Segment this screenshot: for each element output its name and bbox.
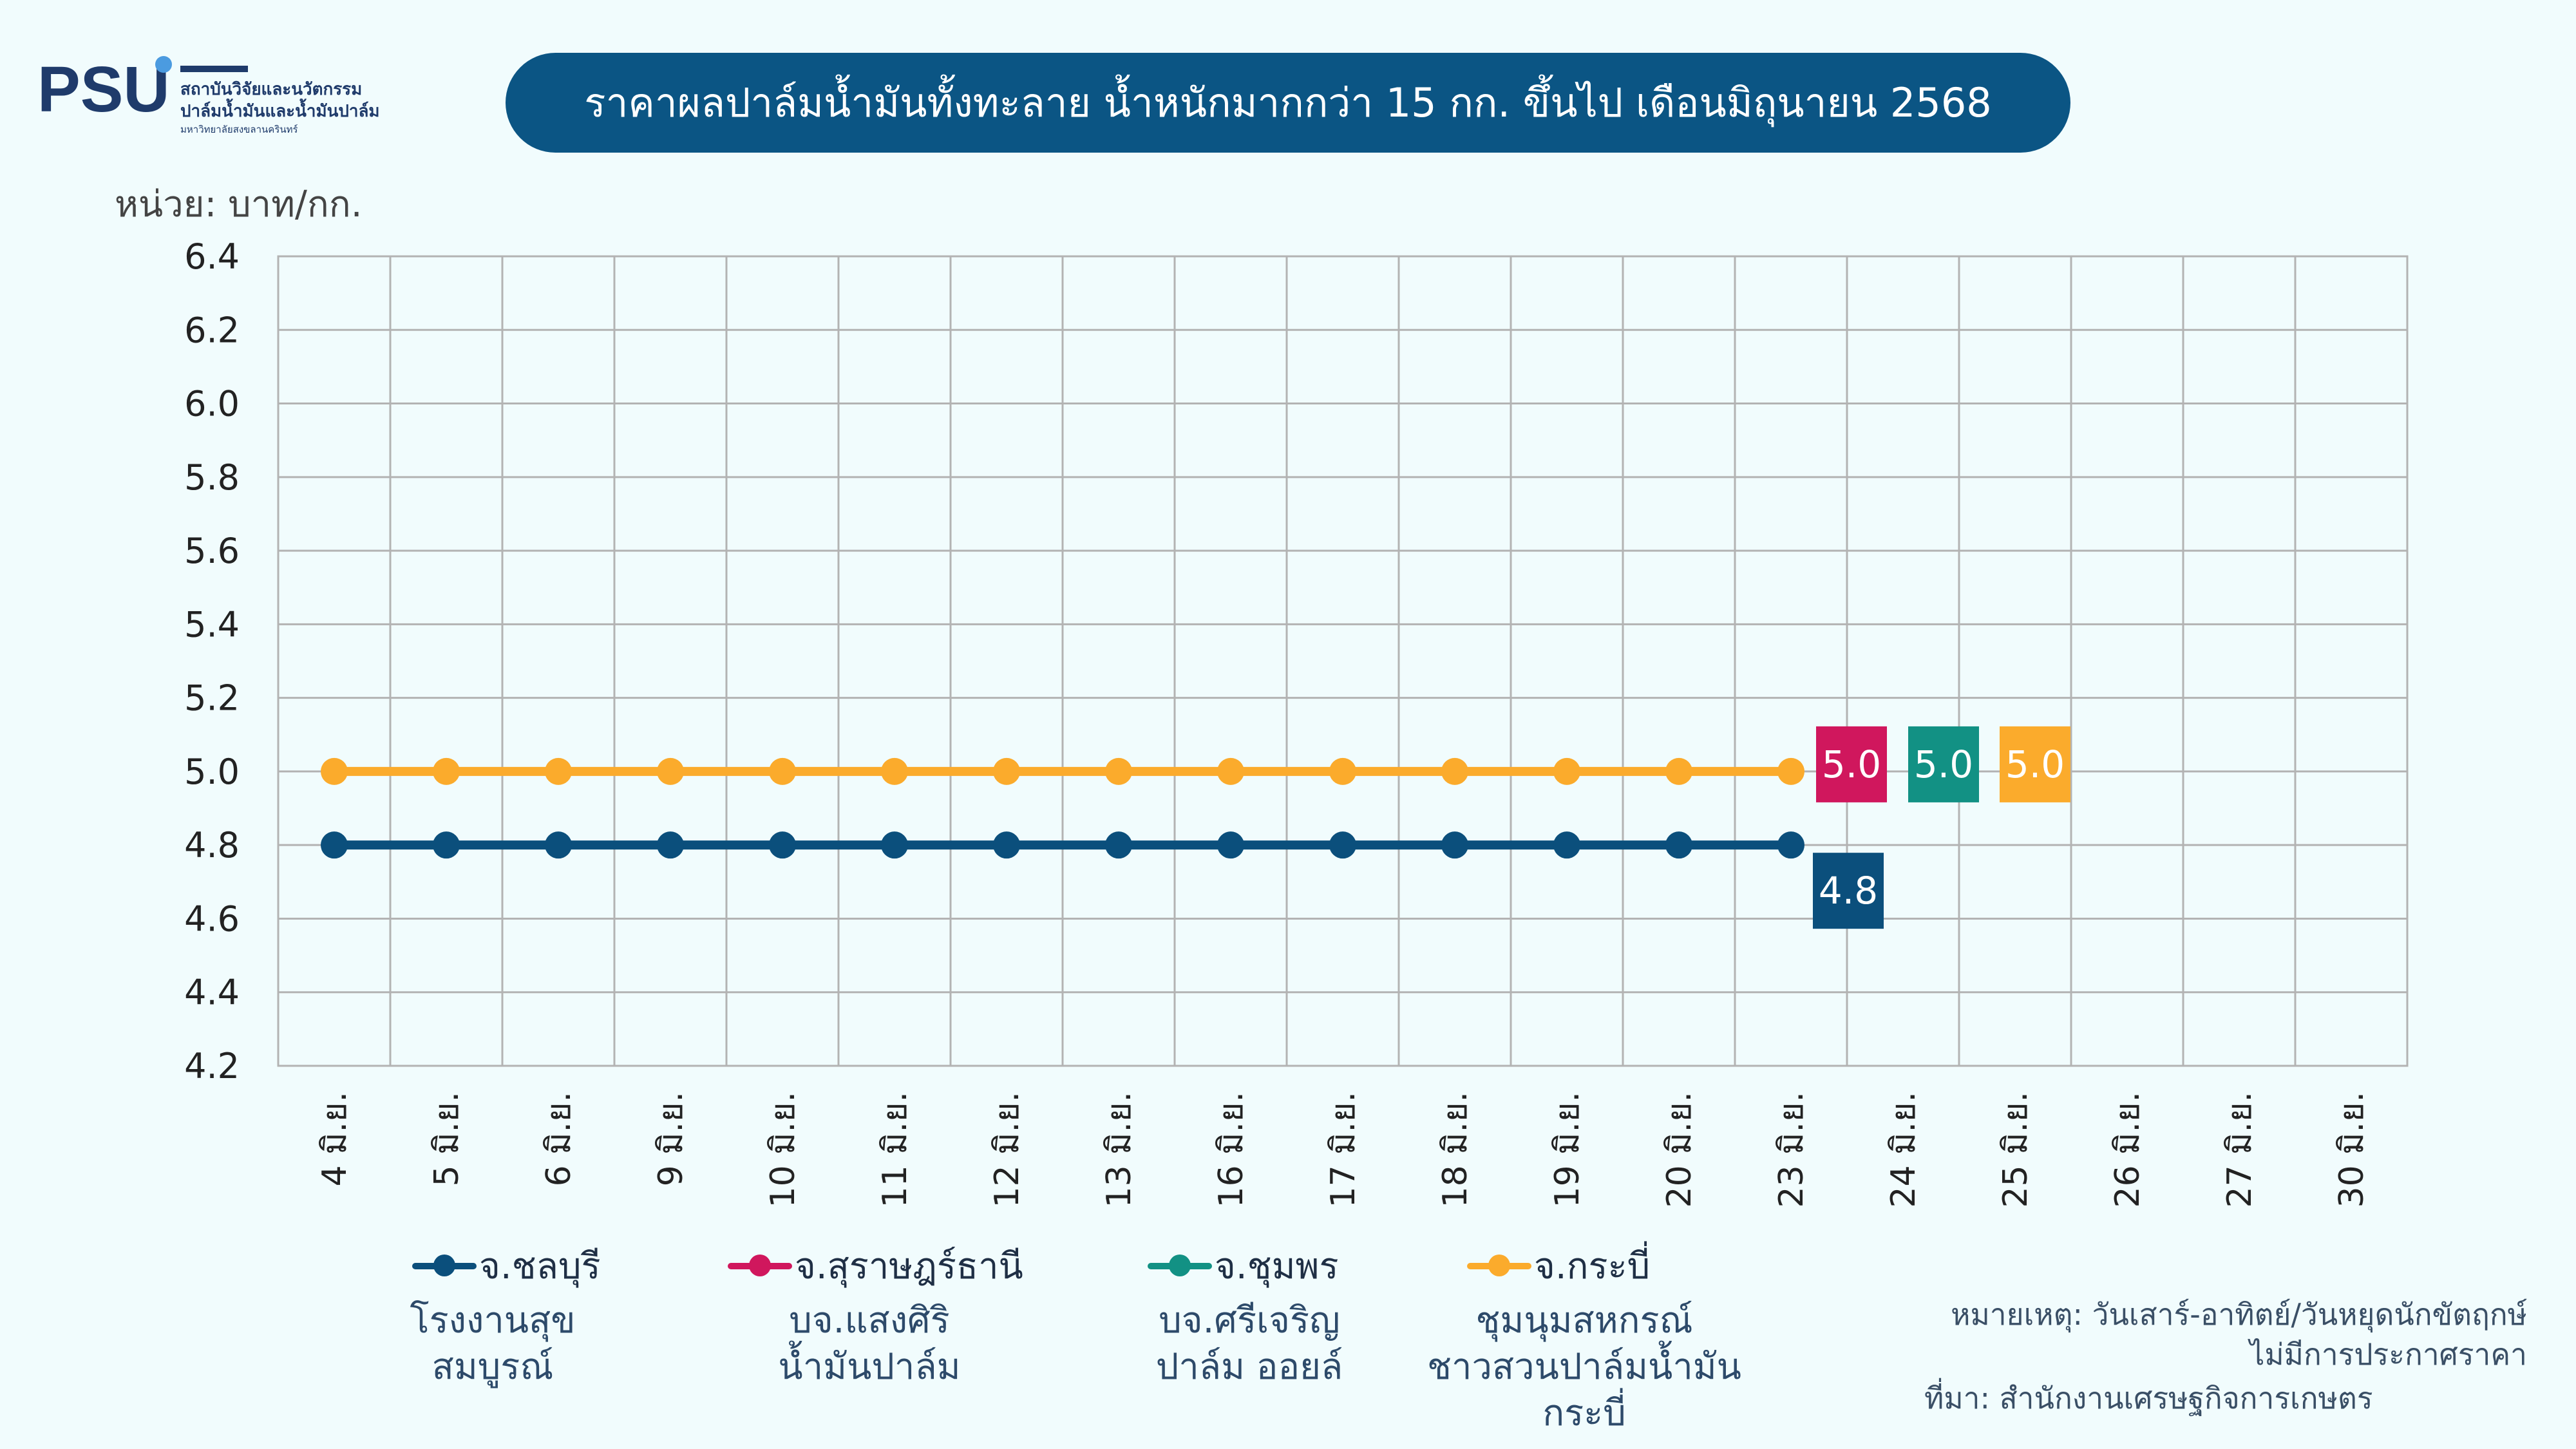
- legend-sub-surat-thani: บจ.แสงศิริ น้ำมันปาล์ม: [778, 1300, 961, 1388]
- legend-label-krabi: จ.กระบี่: [1534, 1245, 1651, 1287]
- plot-area: [277, 255, 2409, 1067]
- psu-logo: PSU สถาบันวิจัยและนวัตกรรม ปาล์มน้ำมันแล…: [37, 50, 424, 135]
- data-point-0: [1217, 831, 1244, 859]
- chart-title: ราคาผลปาล์มน้ำมันทั้งทะลาย น้ำหนักมากกว่…: [506, 53, 2070, 153]
- data-point-3: [321, 757, 348, 785]
- x-tick-label: 20 มิ.ย.: [1660, 1092, 1699, 1208]
- x-tick-label: 13 มิ.ย.: [1100, 1092, 1139, 1208]
- y-tick-label: 4.8: [184, 825, 240, 866]
- x-tick-label: 30 มิ.ย.: [2333, 1092, 2371, 1208]
- x-tick-label: 16 มิ.ย.: [1212, 1092, 1251, 1208]
- data-point-0: [321, 831, 348, 859]
- y-tick-label: 5.6: [184, 531, 240, 571]
- data-point-0: [769, 831, 796, 859]
- data-label: 5.0: [1822, 743, 1881, 786]
- x-tick-label: 12 มิ.ย.: [988, 1092, 1027, 1208]
- data-point-0: [881, 831, 908, 859]
- legend-swatch-surat-thani: [728, 1253, 792, 1278]
- data-point-3: [657, 757, 684, 785]
- x-tick-label: 10 มิ.ย.: [764, 1092, 802, 1208]
- x-tick-label: 25 มิ.ย.: [1996, 1092, 2035, 1208]
- x-tick-label: 4 มิ.ย.: [316, 1092, 354, 1186]
- y-tick-label: 5.8: [184, 457, 240, 498]
- legend-label-chumphon: จ.ชุมพร: [1215, 1245, 1339, 1287]
- unit-label: หน่วย: บาท/กก.: [115, 184, 363, 225]
- x-tick-label: 6 มิ.ย.: [540, 1092, 578, 1186]
- y-tick-label: 4.4: [184, 972, 240, 1013]
- x-tick-label: 11 มิ.ย.: [876, 1092, 914, 1208]
- legend-swatch-krabi: [1467, 1253, 1531, 1278]
- data-label: 5.0: [2005, 743, 2065, 786]
- data-point-3: [1105, 757, 1132, 785]
- data-label: 4.8: [1819, 869, 1878, 913]
- x-tick-label: 23 มิ.ย.: [1772, 1092, 1811, 1208]
- data-label-box: [1908, 726, 1979, 802]
- data-point-3: [1553, 757, 1580, 785]
- logo-line3: มหาวิทยาลัยสงขลานครินทร์: [180, 124, 298, 135]
- legend-label-chonburi: จ.ชลบุรี: [479, 1245, 601, 1287]
- legend-item-krabi: จ.กระบี่: [1467, 1240, 1650, 1291]
- x-tick-label: 18 มิ.ย.: [1436, 1092, 1475, 1208]
- legend-sub-krabi: ชุมนุมสหกรณ์ ชาวสวนปาล์มน้ำมัน กระบี่: [1427, 1300, 1741, 1434]
- x-tick-label: 9 มิ.ย.: [652, 1092, 690, 1186]
- legend-label-surat-thani: จ.สุราษฎร์ธานี: [795, 1245, 1023, 1287]
- legend-item-surat-thani: จ.สุราษฎร์ธานี: [728, 1240, 1023, 1291]
- legend-sub-chumphon: บจ.ศรีเจริญ ปาล์ม ออยล์: [1155, 1300, 1343, 1388]
- psu-logo-icon: PSU: [37, 53, 172, 126]
- logo-bar: [180, 66, 248, 72]
- data-point-3: [545, 757, 572, 785]
- data-point-0: [993, 831, 1020, 859]
- y-tick-label: 6.4: [184, 236, 240, 277]
- legend-swatch-chonburi: [412, 1253, 477, 1278]
- data-point-3: [433, 757, 460, 785]
- data-point-0: [433, 831, 460, 859]
- legend-sub-chonburi: โรงงานสุข สมบูรณ์: [410, 1300, 576, 1388]
- x-tick-label: 27 มิ.ย.: [2221, 1092, 2259, 1208]
- y-tick-label: 5.2: [184, 678, 240, 719]
- logo-line1: สถาบันวิจัยและนวัตกรรม: [180, 80, 363, 99]
- legend-item-chumphon: จ.ชุมพร: [1148, 1240, 1339, 1291]
- data-point-0: [1329, 831, 1356, 859]
- data-point-0: [1441, 831, 1468, 859]
- data-point-0: [1665, 831, 1692, 859]
- x-tick-label: 24 มิ.ย.: [1884, 1092, 1923, 1208]
- x-tick-label: 19 มิ.ย.: [1548, 1092, 1587, 1208]
- footnote-line1: หมายเหตุ: วันเสาร์-อาทิตย์/วันหยุดนักขัต…: [1951, 1297, 2527, 1332]
- data-label-box: [1816, 726, 1887, 802]
- data-point-0: [1553, 831, 1580, 859]
- data-point-3: [769, 757, 796, 785]
- data-label: 5.0: [1914, 743, 1973, 786]
- data-point-0: [1777, 831, 1804, 859]
- data-label-box: [2000, 726, 2070, 802]
- data-point-3: [993, 757, 1020, 785]
- logo-dot-icon: [155, 56, 172, 73]
- y-tick-label: 6.2: [184, 310, 240, 350]
- footnote: หมายเหตุ: วันเสาร์-อาทิตย์/วันหยุดนักขัต…: [1951, 1294, 2527, 1374]
- legend-item-chonburi: จ.ชลบุรี: [412, 1240, 601, 1291]
- y-tick-label: 5.0: [184, 752, 240, 792]
- footnote-line2: ไม่มีการประกาศราคา: [2249, 1337, 2527, 1372]
- data-point-3: [1441, 757, 1468, 785]
- x-tick-label: 5 มิ.ย.: [428, 1092, 466, 1186]
- y-tick-label: 4.6: [184, 898, 240, 939]
- data-point-3: [1329, 757, 1356, 785]
- y-tick-label: 6.0: [184, 384, 240, 424]
- x-tick-label: 17 มิ.ย.: [1324, 1092, 1363, 1208]
- logo-mark-text: PSU: [37, 53, 170, 126]
- data-point-3: [1217, 757, 1244, 785]
- legend-swatch-chumphon: [1148, 1253, 1212, 1278]
- data-point-0: [545, 831, 572, 859]
- data-point-3: [1665, 757, 1692, 785]
- y-tick-label: 4.2: [184, 1046, 240, 1086]
- data-label-box: [1813, 853, 1884, 929]
- x-tick-label: 26 มิ.ย.: [2108, 1092, 2147, 1208]
- data-point-3: [881, 757, 908, 785]
- source-note: ที่มา: สำนักงานเศรษฐกิจการเกษตร: [1924, 1381, 2373, 1416]
- data-point-0: [657, 831, 684, 859]
- y-tick-label: 5.4: [184, 604, 240, 645]
- data-point-0: [1105, 831, 1132, 859]
- data-point-3: [1777, 757, 1804, 785]
- logo-line2: ปาล์มน้ำมันและน้ำมันปาล์ม: [180, 102, 380, 121]
